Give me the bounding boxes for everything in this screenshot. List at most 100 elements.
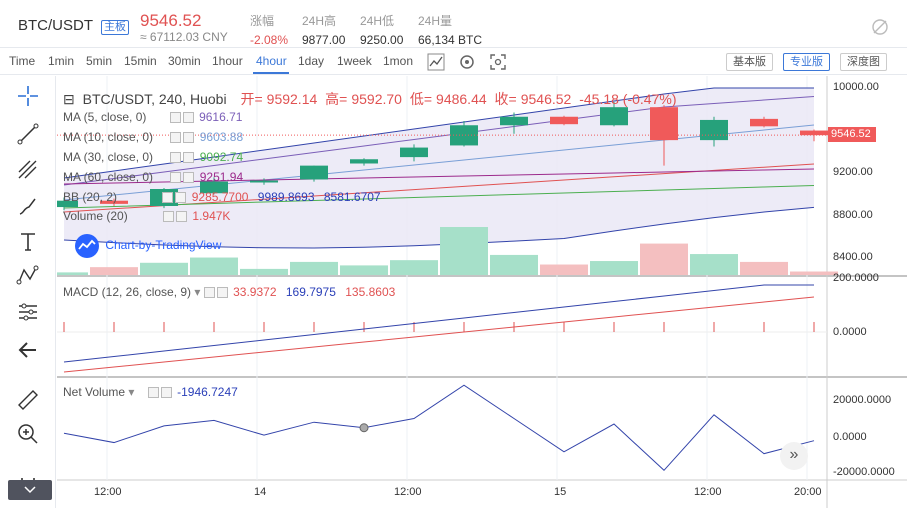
stat-value: 9250.00 [360,33,404,47]
settings-icon[interactable] [458,53,476,71]
bollinger-band-fill [64,88,814,248]
netvol-axis-label: 0.0000 [833,431,867,443]
settings-icon[interactable] [169,112,181,124]
macd-axis-label: 0.0000 [833,326,867,338]
volume-bar [490,254,538,275]
ma60-label: MA (60, close, 0) [63,170,154,184]
close-icon[interactable] [176,211,188,223]
candle-body [350,159,378,164]
main-legend: ⊟ BTC/USDT, 240, Huobi 开= 9592.14 高= 9592.… [63,89,681,109]
macd-label: MACD (12, 26, close, 9) [63,285,192,299]
drawing-toolbar [0,76,56,508]
brush-icon[interactable] [16,194,40,218]
close-icon[interactable] [216,287,228,299]
bb-label: BB (20, 2) [63,190,118,204]
tf-4hour[interactable]: 4hour [256,54,287,68]
last-price: 9546.52 [140,11,202,30]
ma5-line [63,96,815,186]
symbol-label[interactable]: BTC/USDT, 240, Huobi [82,91,227,107]
volume-bar [290,261,338,275]
tf-15min[interactable]: 15min [124,54,157,68]
change-value: -45.18 (-0.47%) [579,91,677,107]
ruler-icon[interactable] [16,388,40,412]
candle-body [450,125,478,146]
close-icon[interactable] [183,132,195,144]
chart-type-icon[interactable] [427,53,445,71]
view-basic-button[interactable]: 基本版 [726,53,773,71]
legend-ma60[interactable]: MA (60, close, 0) 9251.94 [63,170,243,184]
view-pro-button[interactable]: 专业版 [783,53,830,71]
view-depth-button[interactable]: 深度图 [840,53,887,71]
settings-icon[interactable] [170,152,182,164]
legend-net-volume[interactable]: Net Volume ▾ -1946.7247 [63,385,238,399]
back-arrow-icon[interactable] [16,338,40,362]
volume-bar [190,257,238,275]
tf-time[interactable]: Time [9,54,36,68]
volume-bar [140,262,188,275]
legend-ma30[interactable]: MA (30, close, 0) 9092.74 [63,150,243,164]
price-chart[interactable] [57,76,907,508]
tf-5min[interactable]: 5min [86,54,113,68]
board-tag: 主板 [101,20,129,35]
close-icon[interactable] [183,152,195,164]
eye-off-icon[interactable] [871,18,889,36]
chart-toolbar: Time 1min 5min 15min 30min 1hour 4hour 1… [0,49,907,75]
text-icon[interactable] [16,230,40,254]
macd-signal-line [63,296,815,373]
close-icon[interactable] [183,172,195,184]
pattern-icon[interactable] [16,264,40,288]
candle-body [250,180,278,183]
settings-icon[interactable] [163,211,175,223]
netvol-axis-label: 20000.0000 [833,394,892,406]
time-axis-label: 20:00 [794,486,822,498]
tradingview-logo[interactable]: Chart-by-TradingView [72,234,221,258]
volume-bar [57,272,88,275]
tf-1day[interactable]: 1day [298,54,325,68]
settings-icon[interactable] [170,172,182,184]
legend-ma5[interactable]: MA (5, close, 0) 9616.71 [63,110,242,124]
settings-icon[interactable] [162,192,174,204]
collapse-toolbar-handle[interactable] [8,480,52,500]
screenshot-icon[interactable] [489,53,507,71]
fib-icon[interactable] [16,158,40,182]
settings-icon[interactable] [147,387,159,399]
netvol-label: Net Volume [63,385,126,399]
settings-icon[interactable] [203,287,215,299]
stat-value: -2.08% [250,33,289,47]
tf-1week[interactable]: 1week [337,54,372,68]
close-icon[interactable] [182,112,194,124]
close-icon[interactable] [175,192,187,204]
price-axis-label: 9200.00 [833,166,873,178]
volume-value: 1.947K [192,209,231,223]
volume-bar [240,268,288,275]
scroll-to-realtime-button[interactable]: » [780,442,808,470]
legend-macd[interactable]: MACD (12, 26, close, 9) ▾ 33.9372 169.79… [63,285,395,299]
close-icon[interactable] [160,387,172,399]
high-value: 9592.70 [351,91,402,107]
zoom-in-icon[interactable] [16,422,40,446]
legend-collapse-icon[interactable]: ⊟ [63,91,75,107]
settings-icon[interactable] [170,132,182,144]
legend-bb[interactable]: BB (20, 2) 9285.7700 9989.8693 8581.6707 [63,190,381,204]
tf-1min[interactable]: 1min [48,54,75,68]
prediction-icon[interactable] [16,300,40,324]
tf-1mon[interactable]: 1mon [383,54,414,68]
tradingview-label: Chart-by-TradingView [105,238,222,253]
ma30-label: MA (30, close, 0) [63,150,154,164]
crosshair-icon[interactable] [16,84,40,108]
trendline-icon[interactable] [16,122,40,146]
price-axis-label: 8800.00 [833,209,873,221]
legend-ma10[interactable]: MA (10, close, 0) 9603.88 [63,130,243,144]
tf-1hour[interactable]: 1hour [212,54,243,68]
pair-name[interactable]: BTC/USDT [18,17,93,34]
volume-bar [340,265,388,275]
high-label: 高= [325,91,348,107]
tf-30min[interactable]: 30min [168,54,201,68]
ma10-line [63,124,815,201]
chevron-down-icon[interactable]: ▾ [128,385,135,399]
volume-bar [90,267,138,275]
chevron-down-icon[interactable]: ▾ [194,285,201,299]
stat-volume: 24H量 66,134 BTC [418,12,482,47]
legend-volume[interactable]: Volume (20) 1.947K [63,209,230,223]
volume-bar [440,227,488,275]
